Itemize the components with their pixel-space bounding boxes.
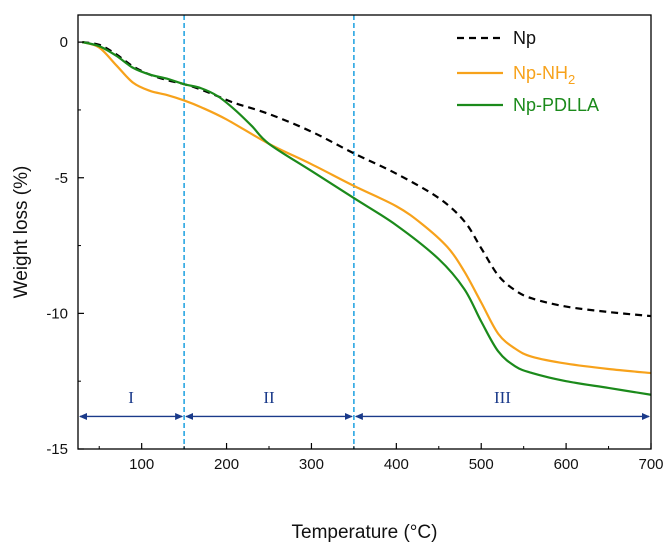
y-tick-label: -10 — [46, 305, 68, 322]
legend-label: Np — [513, 28, 536, 48]
x-tick-label: 400 — [384, 456, 409, 473]
y-tick-label: 0 — [60, 34, 68, 51]
series-line-np-pdlla — [81, 41, 652, 396]
legend-label: Np-NH2 — [513, 63, 575, 87]
legend: Np Np-NH2 Np-PDLLA — [457, 28, 599, 115]
y-tick-label: -15 — [46, 441, 68, 458]
plot-frame — [77, 14, 652, 450]
temperature-regions: I II III — [79, 388, 650, 420]
legend-label-text: Np — [513, 28, 536, 48]
legend-label-text: Np-PDLLA — [513, 95, 599, 115]
x-tick-label: 300 — [299, 456, 324, 473]
series-line-np — [82, 41, 652, 318]
x-tick-label: 200 — [214, 456, 239, 473]
legend-label: Np-PDLLA — [513, 95, 599, 115]
x-tick-label: 500 — [469, 456, 494, 473]
region-label: III — [494, 388, 511, 407]
x-tick-label: 600 — [554, 456, 579, 473]
region-label: II — [263, 388, 275, 407]
x-tick-label: 100 — [129, 456, 154, 473]
x-axis-title: Temperature (°C) — [292, 522, 438, 543]
region-divider-lines — [183, 15, 355, 449]
data-series — [81, 41, 652, 396]
series-line-np-nh — [81, 41, 652, 375]
region-label: I — [128, 388, 134, 407]
y-tick-label: -5 — [55, 170, 68, 187]
legend-label-text: Np-NH — [513, 63, 568, 83]
y-axis-title: Weight loss (%) — [11, 166, 32, 299]
axis-ticks: 100 200 300 400 500 600 700 0 -5 -10 -15 — [46, 34, 663, 473]
legend-label-subscript: 2 — [568, 72, 575, 87]
x-tick-label: 700 — [638, 456, 663, 473]
